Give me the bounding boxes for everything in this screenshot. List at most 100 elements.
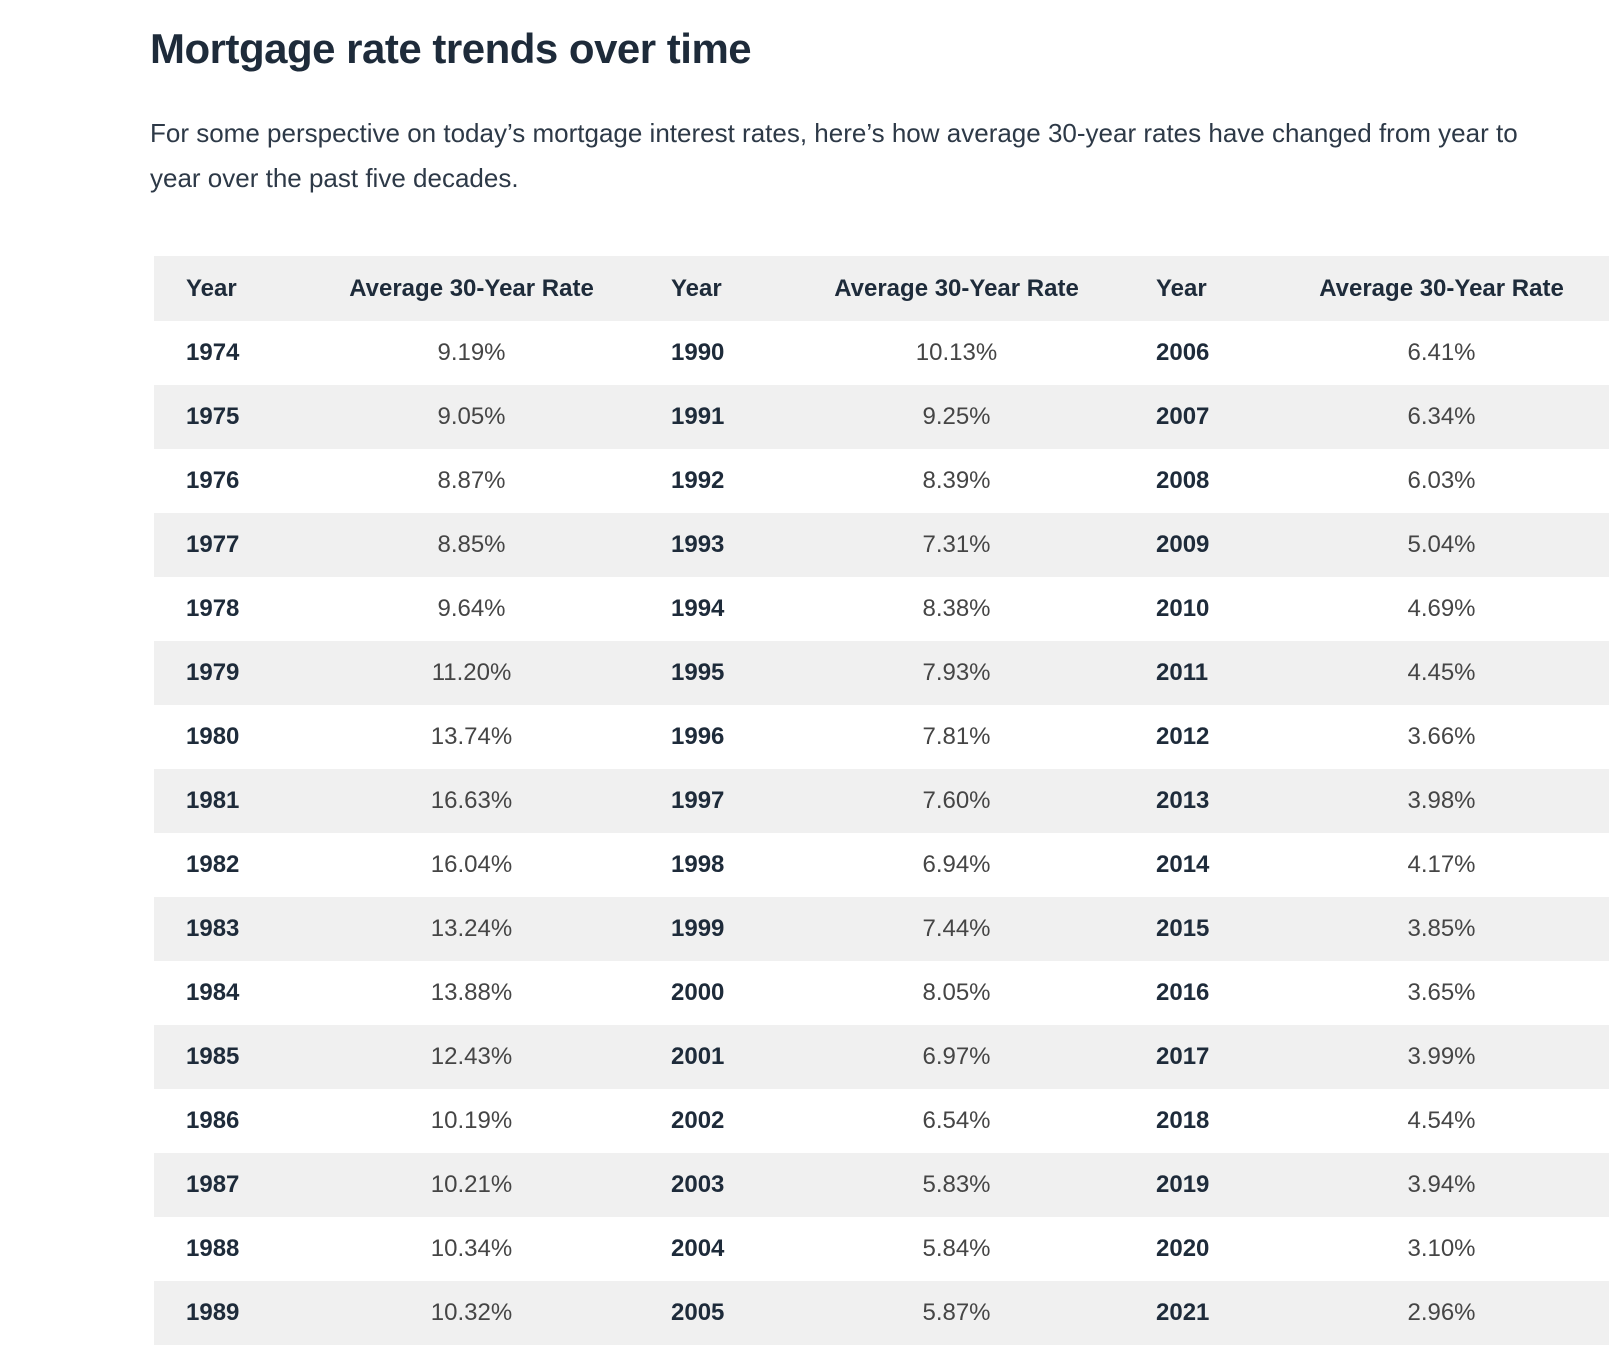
rate-cell: 6.94% (922, 851, 991, 878)
year-cell: 2002 (671, 1107, 725, 1134)
table-row: 1987 10.21% 2003 5.83% 2019 3.94% (154, 1153, 1609, 1217)
year-cell: 2019 (1156, 1171, 1210, 1198)
year-cell: 1986 (186, 1107, 240, 1134)
column-header-year: Year (1156, 274, 1207, 302)
column-header-rate: Average 30-Year Rate (834, 274, 1079, 302)
rate-cell: 3.98% (1407, 787, 1476, 814)
year-cell: 1983 (186, 915, 240, 942)
year-cell: 1981 (186, 787, 240, 814)
year-cell: 2003 (671, 1171, 725, 1198)
year-cell: 1994 (671, 595, 725, 622)
rate-cell: 16.04% (430, 851, 513, 878)
rate-cell: 10.21% (430, 1171, 513, 1198)
rate-cell: 9.05% (437, 403, 506, 430)
year-cell: 1999 (671, 915, 725, 942)
year-cell: 1978 (186, 595, 240, 622)
rate-cell: 8.39% (922, 467, 991, 494)
rate-cell: 5.84% (922, 1235, 991, 1262)
year-cell: 2006 (1156, 339, 1210, 366)
column-header-year: Year (671, 274, 722, 302)
rate-cell: 5.87% (922, 1299, 991, 1326)
rate-cell: 5.04% (1407, 531, 1476, 558)
rate-cell: 4.54% (1407, 1107, 1476, 1134)
table-row: 1974 9.19% 1990 10.13% 2006 6.41% (154, 321, 1609, 385)
year-cell: 2010 (1156, 595, 1210, 622)
table-row: 1984 13.88% 2000 8.05% 2016 3.65% (154, 961, 1609, 1025)
year-cell: 1975 (186, 403, 240, 430)
rate-cell: 10.32% (430, 1299, 513, 1326)
rate-cell: 10.34% (430, 1235, 513, 1262)
rates-table-container: Year Average 30-Year Rate Year Average 3… (154, 256, 1609, 1345)
rate-cell: 13.24% (430, 915, 513, 942)
year-cell: 1974 (186, 339, 240, 366)
year-cell: 2009 (1156, 531, 1210, 558)
table-row: 1979 11.20% 1995 7.93% 2011 4.45% (154, 641, 1609, 705)
rate-cell: 3.65% (1407, 979, 1476, 1006)
rate-cell: 10.13% (915, 339, 998, 366)
year-cell: 1992 (671, 467, 725, 494)
year-cell: 1980 (186, 723, 240, 750)
rate-cell: 3.94% (1407, 1171, 1476, 1198)
year-cell: 2007 (1156, 403, 1210, 430)
year-cell: 2017 (1156, 1043, 1210, 1070)
rate-cell: 4.69% (1407, 595, 1476, 622)
rate-cell: 6.54% (922, 1107, 991, 1134)
table-row: 1975 9.05% 1991 9.25% 2007 6.34% (154, 385, 1609, 449)
year-cell: 1997 (671, 787, 725, 814)
year-cell: 2001 (671, 1043, 725, 1070)
page-title: Mortgage rate trends over time (150, 25, 752, 72)
rate-cell: 9.64% (437, 595, 506, 622)
rate-cell: 8.38% (922, 595, 991, 622)
year-cell: 1995 (671, 659, 725, 686)
year-cell: 2000 (671, 979, 725, 1006)
year-cell: 2021 (1156, 1299, 1210, 1326)
year-cell: 1979 (186, 659, 240, 686)
table-row: 1981 16.63% 1997 7.60% 2013 3.98% (154, 769, 1609, 833)
year-cell: 1996 (671, 723, 725, 750)
table-row: 1988 10.34% 2004 5.84% 2020 3.10% (154, 1217, 1609, 1281)
rate-cell: 10.19% (430, 1107, 513, 1134)
year-cell: 2020 (1156, 1235, 1210, 1262)
year-cell: 1991 (671, 403, 725, 430)
year-cell: 1977 (186, 531, 240, 558)
table-row: 1977 8.85% 1993 7.31% 2009 5.04% (154, 513, 1609, 577)
table-row: 1980 13.74% 1996 7.81% 2012 3.66% (154, 705, 1609, 769)
rate-cell: 3.10% (1407, 1235, 1476, 1262)
rate-cell: 2.96% (1407, 1299, 1476, 1326)
year-cell: 1989 (186, 1299, 240, 1326)
rate-cell: 5.83% (922, 1171, 991, 1198)
year-cell: 2015 (1156, 915, 1210, 942)
table-body: 1974 9.19% 1990 10.13% 2006 6.41% 1975 9.05% 199… (154, 321, 1609, 1345)
table-row: 1986 10.19% 2002 6.54% 2018 4.54% (154, 1089, 1609, 1153)
rate-cell: 8.87% (437, 467, 506, 494)
rate-cell: 12.43% (430, 1043, 513, 1070)
table-row: 1976 8.87% 1992 8.39% 2008 6.03% (154, 449, 1609, 513)
year-cell: 1976 (186, 467, 240, 494)
intro-text: For some perspective on today’s mortgage… (150, 118, 1518, 193)
rate-cell: 7.81% (922, 723, 991, 750)
rate-cell: 7.93% (922, 659, 991, 686)
rate-cell: 8.85% (437, 531, 506, 558)
year-cell: 2012 (1156, 723, 1210, 750)
rate-cell: 3.99% (1407, 1043, 1476, 1070)
rate-cell: 6.34% (1407, 403, 1476, 430)
rate-cell: 6.03% (1407, 467, 1476, 494)
year-cell: 1998 (671, 851, 725, 878)
year-cell: 2016 (1156, 979, 1210, 1006)
year-cell: 2013 (1156, 787, 1210, 814)
year-cell: 1987 (186, 1171, 240, 1198)
table-header-row: Year Average 30-Year Rate Year Average 3… (154, 256, 1609, 321)
rate-cell: 7.44% (922, 915, 991, 942)
table-row: 1982 16.04% 1998 6.94% 2014 4.17% (154, 833, 1609, 897)
column-header-rate: Average 30-Year Rate (349, 274, 594, 302)
column-header-rate: Average 30-Year Rate (1319, 274, 1564, 302)
year-cell: 1990 (671, 339, 725, 366)
column-header-year: Year (186, 274, 237, 302)
year-cell: 1985 (186, 1043, 240, 1070)
year-cell: 1988 (186, 1235, 240, 1262)
rate-cell: 6.41% (1407, 339, 1476, 366)
mortgage-rates-table: Year Average 30-Year Rate Year Average 3… (154, 256, 1609, 1345)
year-cell: 1982 (186, 851, 240, 878)
table-header: Year Average 30-Year Rate Year Average 3… (154, 256, 1609, 321)
rate-cell: 3.66% (1407, 723, 1476, 750)
